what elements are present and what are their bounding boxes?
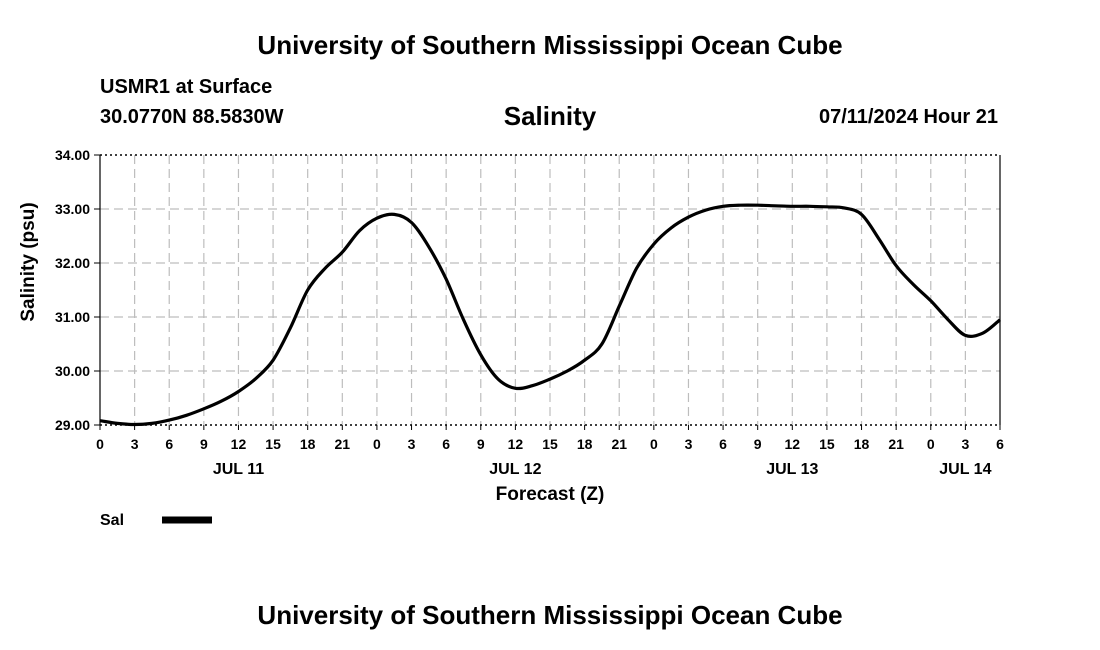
y-axis-label: Salinity (psu) <box>18 202 39 321</box>
x-tick-label: 3 <box>408 436 416 452</box>
x-tick-label: 6 <box>165 436 173 452</box>
x-tick-label: 6 <box>442 436 450 452</box>
x-tick-labels: 0 3 6 9 12 15 18 21 0 3 6 9 12 15 18 21 0 3 6 9 12 15 18 21 0 3 6 <box>96 436 1004 452</box>
y-tick-label: 29.00 <box>55 417 90 433</box>
x-tick-label: 3 <box>961 436 969 452</box>
x-tick-label: 12 <box>508 436 524 452</box>
x-tick-label: 6 <box>996 436 1004 452</box>
grid <box>100 154 1000 426</box>
x-tick-label: 0 <box>96 436 104 452</box>
x-tick-label: 9 <box>200 436 208 452</box>
date-label: JUL 14 <box>939 461 991 478</box>
x-tick-label: 15 <box>542 436 558 452</box>
y-tick-label: 34.00 <box>55 147 90 163</box>
x-tick-label: 0 <box>373 436 381 452</box>
footer-title: University of Southern Mississippi Ocean… <box>257 600 843 630</box>
x-tick-label: 21 <box>335 436 351 452</box>
station-coordinates: 30.0770N 88.5830W <box>100 106 284 128</box>
x-tick-label: 18 <box>577 436 593 452</box>
x-tick-label: 3 <box>685 436 693 452</box>
x-tick-label: 12 <box>785 436 801 452</box>
date-label: JUL 11 <box>213 461 264 478</box>
axes <box>94 154 1001 430</box>
x-tick-label: 3 <box>131 436 139 452</box>
series <box>99 203 1002 427</box>
date-label: JUL 12 <box>489 461 541 478</box>
x-axis-label: Forecast (Z) <box>496 484 605 505</box>
y-tick-label: 30.00 <box>55 363 90 379</box>
x-tick-label: 6 <box>719 436 727 452</box>
x-tick-label: 18 <box>854 436 870 452</box>
x-tick-label: 21 <box>888 436 904 452</box>
site-title: University of Southern Mississippi Ocean… <box>257 30 843 60</box>
chart-title: Salinity <box>503 101 597 131</box>
date-label: JUL 13 <box>766 461 818 478</box>
y-tick-labels: 29.00 30.00 31.00 32.00 33.00 34.00 <box>55 147 90 433</box>
y-tick-label: 33.00 <box>55 201 90 217</box>
x-tick-label: 15 <box>265 436 281 452</box>
y-tick-label: 31.00 <box>55 309 90 325</box>
forecast-datetime: 07/11/2024 Hour 21 <box>818 106 998 128</box>
y-tick-label: 32.00 <box>55 255 90 271</box>
legend-label-sal: Sal <box>100 512 124 529</box>
series-line-sal <box>99 203 1002 427</box>
x-tick-label: 18 <box>300 436 316 452</box>
station-label: USMR1 at Surface <box>100 76 273 98</box>
date-labels: JUL 11 JUL 12 JUL 13 JUL 14 <box>213 461 992 478</box>
x-tick-label: 15 <box>819 436 835 452</box>
x-tick-label: 0 <box>927 436 935 452</box>
x-tick-label: 12 <box>231 436 247 452</box>
legend: Sal <box>100 512 212 529</box>
x-tick-label: 0 <box>650 436 658 452</box>
x-tick-label: 9 <box>754 436 762 452</box>
x-tick-label: 21 <box>611 436 627 452</box>
x-tick-label: 9 <box>477 436 485 452</box>
